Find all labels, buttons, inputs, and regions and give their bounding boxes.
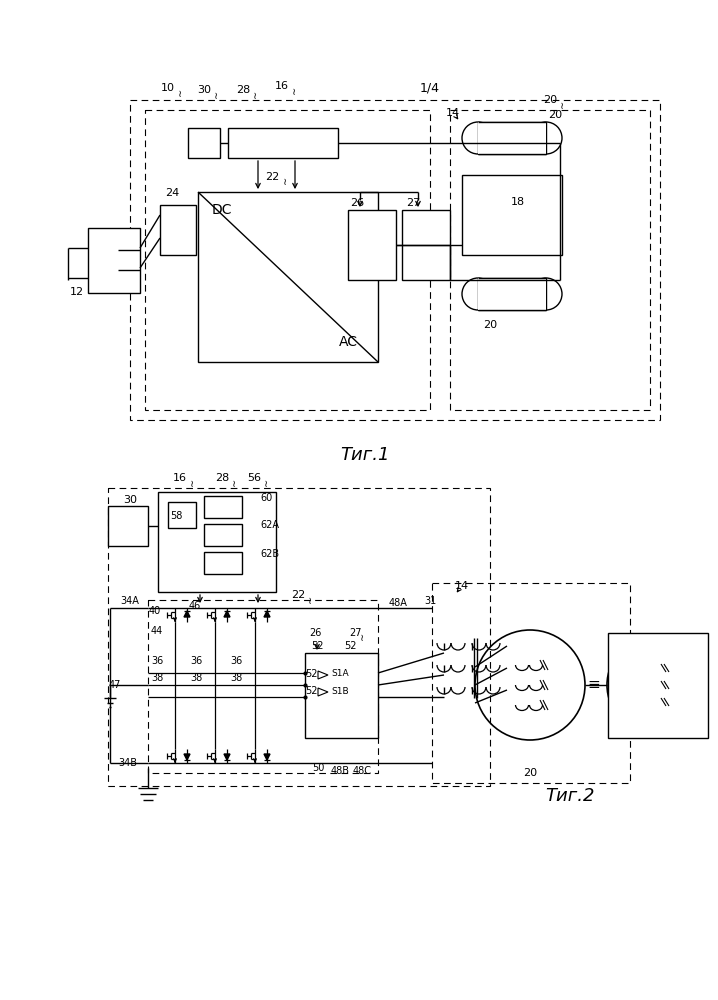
Text: 62B: 62B xyxy=(260,549,279,559)
Text: 58: 58 xyxy=(170,511,182,521)
Text: ∼: ∼ xyxy=(261,478,271,486)
Text: 28: 28 xyxy=(236,85,250,95)
Polygon shape xyxy=(264,611,270,617)
Text: 24: 24 xyxy=(165,188,179,198)
Text: 38: 38 xyxy=(230,673,242,683)
Text: 36: 36 xyxy=(151,656,163,666)
Bar xyxy=(305,653,378,738)
Text: 20: 20 xyxy=(548,110,562,120)
Text: ≡: ≡ xyxy=(587,678,600,692)
Text: 60: 60 xyxy=(260,493,272,503)
Text: ∼: ∼ xyxy=(557,100,567,108)
Text: AC: AC xyxy=(338,335,358,349)
Text: Τиг.2: Τиг.2 xyxy=(545,787,595,805)
Text: 30: 30 xyxy=(197,85,211,95)
Text: 46: 46 xyxy=(189,601,201,611)
Text: 30: 30 xyxy=(123,495,137,505)
Bar xyxy=(158,492,276,592)
Text: 20: 20 xyxy=(543,95,557,105)
Text: 26: 26 xyxy=(309,628,321,638)
Polygon shape xyxy=(224,611,230,617)
Text: 48A: 48A xyxy=(388,598,407,608)
Text: 18: 18 xyxy=(511,197,525,207)
Text: ∼: ∼ xyxy=(280,176,290,184)
Bar xyxy=(432,583,630,783)
Text: S1B: S1B xyxy=(331,686,349,696)
Text: 16: 16 xyxy=(275,81,289,91)
Text: ∼: ∼ xyxy=(305,595,315,603)
Bar xyxy=(608,633,708,738)
Text: 22: 22 xyxy=(265,172,279,182)
Bar xyxy=(478,122,546,154)
Text: 62A: 62A xyxy=(260,520,279,530)
Polygon shape xyxy=(224,754,230,760)
Text: 36: 36 xyxy=(230,656,242,666)
Text: 47: 47 xyxy=(109,680,121,690)
Text: 14: 14 xyxy=(455,581,469,591)
Text: 52: 52 xyxy=(311,641,323,651)
Text: 52: 52 xyxy=(344,641,356,651)
Text: 48C: 48C xyxy=(353,766,371,776)
Text: ∼: ∼ xyxy=(187,478,197,486)
Text: ∼: ∼ xyxy=(289,86,299,94)
Bar xyxy=(108,488,490,786)
Bar xyxy=(108,506,148,546)
Text: 20: 20 xyxy=(523,768,537,778)
Text: ∼: ∼ xyxy=(175,88,185,96)
Bar xyxy=(168,502,196,528)
Bar xyxy=(478,278,546,310)
Text: 31: 31 xyxy=(424,596,436,606)
Text: 44: 44 xyxy=(151,626,163,636)
Text: 48B: 48B xyxy=(330,766,350,776)
Text: ∼: ∼ xyxy=(211,90,221,98)
Text: 10: 10 xyxy=(161,83,175,93)
Bar xyxy=(204,496,242,518)
Polygon shape xyxy=(184,611,190,617)
Bar xyxy=(402,210,450,280)
Text: 56: 56 xyxy=(247,473,261,483)
Text: 50: 50 xyxy=(312,763,325,773)
Text: 52: 52 xyxy=(304,686,317,696)
Bar xyxy=(188,128,220,158)
Text: Τиг.1: Τиг.1 xyxy=(340,446,390,464)
Text: 16: 16 xyxy=(173,473,187,483)
Polygon shape xyxy=(264,754,270,760)
Text: 34A: 34A xyxy=(121,596,139,606)
Text: 40: 40 xyxy=(149,606,161,616)
Text: 38: 38 xyxy=(190,673,202,683)
Bar xyxy=(204,524,242,546)
Polygon shape xyxy=(184,754,190,760)
Text: 26: 26 xyxy=(350,198,364,208)
Text: ∼: ∼ xyxy=(229,478,239,486)
Bar xyxy=(478,278,546,310)
Bar xyxy=(478,122,546,154)
Text: 36: 36 xyxy=(190,656,202,666)
Text: 1/4: 1/4 xyxy=(420,82,440,95)
Bar xyxy=(198,192,378,362)
Text: 22: 22 xyxy=(291,590,305,600)
Bar xyxy=(88,228,140,293)
Text: 27: 27 xyxy=(349,628,361,638)
Text: 20: 20 xyxy=(483,320,497,330)
Text: ∼: ∼ xyxy=(357,632,367,640)
Bar xyxy=(462,175,562,255)
Bar xyxy=(348,210,396,280)
Text: S1A: S1A xyxy=(331,670,349,678)
Text: 27: 27 xyxy=(406,198,420,208)
Text: 14: 14 xyxy=(446,108,460,118)
Bar xyxy=(204,552,242,574)
Text: 38: 38 xyxy=(151,673,163,683)
Text: 12: 12 xyxy=(70,287,84,297)
Text: 28: 28 xyxy=(215,473,229,483)
Text: 34B: 34B xyxy=(118,758,138,768)
Bar xyxy=(160,205,196,255)
Text: DC: DC xyxy=(212,203,232,217)
Bar xyxy=(228,128,338,158)
Text: ∼: ∼ xyxy=(250,90,260,98)
Bar xyxy=(450,110,650,410)
Bar xyxy=(145,110,430,410)
Bar xyxy=(148,600,378,773)
Bar xyxy=(130,100,660,420)
Text: 52: 52 xyxy=(304,669,317,679)
